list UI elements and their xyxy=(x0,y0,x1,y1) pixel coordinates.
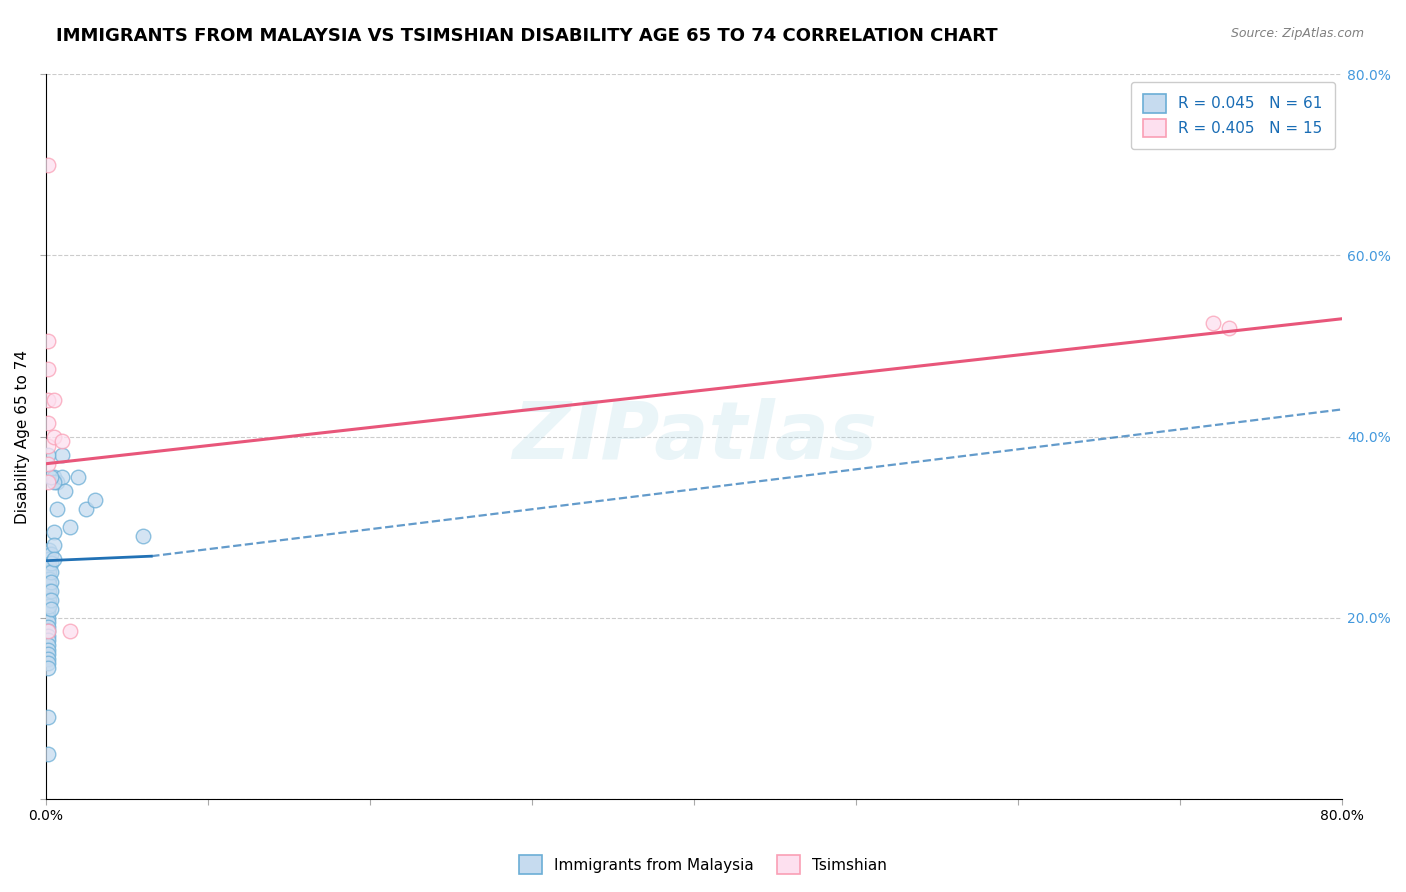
Point xyxy=(37,638,59,652)
Point xyxy=(46,502,69,516)
Point xyxy=(38,542,60,557)
Point xyxy=(83,493,105,508)
Point xyxy=(38,577,60,591)
Point xyxy=(37,615,59,630)
Point xyxy=(39,601,62,615)
Point xyxy=(39,574,62,589)
Point xyxy=(55,483,77,498)
Point xyxy=(37,579,59,593)
Point xyxy=(38,552,60,566)
Point xyxy=(37,660,59,674)
Point xyxy=(37,597,59,611)
Point xyxy=(42,524,65,539)
Point xyxy=(37,475,59,489)
Point xyxy=(37,642,59,657)
Point xyxy=(37,633,59,648)
Point xyxy=(37,570,59,584)
Text: Source: ZipAtlas.com: Source: ZipAtlas.com xyxy=(1230,27,1364,40)
Point xyxy=(37,361,59,376)
Point xyxy=(37,566,59,580)
Point xyxy=(37,629,59,643)
Point xyxy=(38,592,60,607)
Point xyxy=(59,624,82,639)
Point xyxy=(37,583,59,598)
Point xyxy=(42,393,65,408)
Point xyxy=(37,611,59,625)
Point xyxy=(37,547,59,561)
Point xyxy=(76,502,98,516)
Point xyxy=(42,475,65,489)
Point xyxy=(51,470,73,484)
Point xyxy=(38,572,60,586)
Point xyxy=(37,457,59,471)
Point xyxy=(37,552,59,566)
Point xyxy=(39,470,62,484)
Point xyxy=(37,557,59,571)
Point xyxy=(38,583,60,598)
Point xyxy=(51,448,73,462)
Point xyxy=(37,393,59,408)
Point xyxy=(42,470,65,484)
Point xyxy=(38,566,60,580)
Point xyxy=(37,624,59,639)
Point xyxy=(37,624,59,639)
Point xyxy=(1218,320,1240,334)
Point xyxy=(37,574,59,589)
Point xyxy=(37,656,59,670)
Point xyxy=(37,651,59,665)
Point xyxy=(37,448,59,462)
Point xyxy=(37,607,59,621)
Point xyxy=(1201,316,1223,330)
Point xyxy=(67,470,90,484)
Text: ZIPatlas: ZIPatlas xyxy=(512,398,876,475)
Point xyxy=(132,529,155,543)
Point xyxy=(39,583,62,598)
Legend: R = 0.045   N = 61, R = 0.405   N = 15: R = 0.045 N = 61, R = 0.405 N = 15 xyxy=(1130,82,1334,150)
Point xyxy=(38,558,60,573)
Point xyxy=(37,588,59,602)
Point xyxy=(39,566,62,580)
Point xyxy=(42,538,65,552)
Point xyxy=(46,475,69,489)
Point xyxy=(42,429,65,443)
Point xyxy=(37,620,59,634)
Legend: Immigrants from Malaysia, Tsimshian: Immigrants from Malaysia, Tsimshian xyxy=(513,849,893,880)
Point xyxy=(37,439,59,453)
Point xyxy=(37,710,59,724)
Point xyxy=(38,599,60,613)
Point xyxy=(37,601,59,615)
Point xyxy=(37,747,59,761)
Point xyxy=(37,416,59,430)
Text: IMMIGRANTS FROM MALAYSIA VS TSIMSHIAN DISABILITY AGE 65 TO 74 CORRELATION CHART: IMMIGRANTS FROM MALAYSIA VS TSIMSHIAN DI… xyxy=(56,27,998,45)
Point xyxy=(59,520,82,534)
Point xyxy=(39,592,62,607)
Y-axis label: Disability Age 65 to 74: Disability Age 65 to 74 xyxy=(15,350,30,524)
Point xyxy=(51,434,73,448)
Point xyxy=(37,158,59,172)
Point xyxy=(39,547,62,561)
Point xyxy=(39,557,62,571)
Point xyxy=(37,334,59,349)
Point xyxy=(37,561,59,575)
Point xyxy=(37,592,59,607)
Point xyxy=(42,552,65,566)
Point xyxy=(37,647,59,661)
